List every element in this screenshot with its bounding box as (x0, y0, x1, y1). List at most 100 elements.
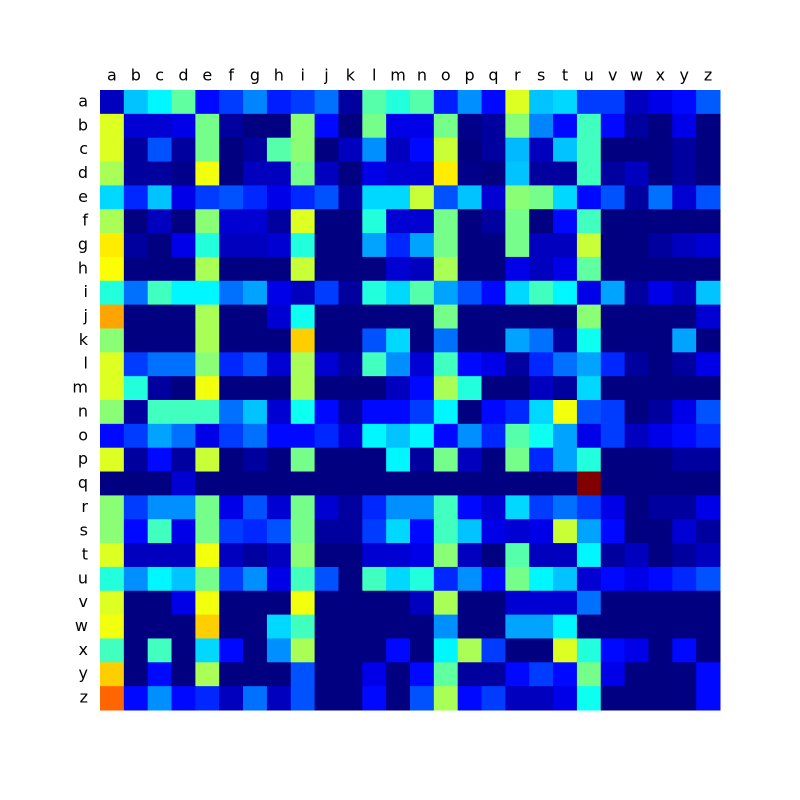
heatmap-cell (338, 423, 363, 449)
heatmap-cell (290, 90, 316, 115)
heatmap-cell (243, 137, 268, 163)
heatmap-cell (433, 686, 459, 711)
heatmap-cell (195, 495, 220, 520)
y-tick-label: j (83, 306, 88, 325)
x-tick-label: a (107, 66, 117, 85)
y-tick-label: f (82, 211, 88, 230)
heatmap-cell (624, 590, 649, 616)
heatmap-cell (433, 256, 459, 282)
heatmap-cell (696, 352, 721, 377)
heatmap-cell (338, 328, 363, 353)
heatmap-cell (314, 376, 339, 401)
heatmap-cell (171, 543, 196, 568)
heatmap-cell (243, 519, 268, 544)
heatmap-cell (672, 113, 697, 139)
heatmap-cell (171, 233, 196, 258)
heatmap-cell (600, 233, 626, 258)
heatmap-cell (481, 256, 506, 282)
heatmap-cell (410, 400, 435, 425)
heatmap-cell (481, 280, 506, 306)
heatmap-cell (576, 328, 602, 353)
heatmap-cell (410, 519, 435, 544)
heatmap-cell (362, 209, 387, 234)
heatmap-cell (100, 280, 125, 306)
heatmap-cell (600, 400, 626, 425)
heatmap-cell (100, 352, 125, 377)
x-tick-label: y (679, 66, 688, 85)
heatmap-cell (266, 662, 292, 687)
heatmap-cell (672, 423, 697, 449)
heatmap-cell (171, 352, 196, 377)
heatmap-cell (481, 495, 506, 520)
heatmap-cell (266, 113, 292, 139)
heatmap-cell (696, 90, 721, 115)
heatmap-cell (386, 566, 411, 592)
heatmap-cell (624, 686, 649, 711)
heatmap-cell (314, 566, 339, 592)
heatmap-cell (195, 376, 220, 401)
heatmap-cell (243, 280, 268, 306)
heatmap-cell (672, 662, 697, 687)
heatmap-cell (123, 543, 149, 568)
heatmap-cell (171, 185, 196, 210)
heatmap-cell (553, 280, 578, 306)
heatmap-cell (338, 638, 363, 663)
heatmap-cell (171, 423, 196, 449)
y-tick-label: i (84, 282, 88, 301)
heatmap-cell (648, 185, 673, 210)
heatmap-cell (648, 137, 673, 163)
heatmap-cell (100, 400, 125, 425)
heatmap-cell (600, 90, 626, 115)
heatmap-cell (243, 161, 268, 186)
heatmap-cell (457, 400, 483, 425)
heatmap-cell (433, 566, 459, 592)
heatmap-cell (362, 638, 387, 663)
heatmap-cell (362, 161, 387, 186)
heatmap-cell (624, 543, 649, 568)
heatmap-cell (338, 566, 363, 592)
x-tick-label: w (630, 66, 643, 85)
heatmap-cell (147, 638, 173, 663)
heatmap-cell (219, 256, 244, 282)
heatmap-cell (290, 638, 316, 663)
heatmap-cell (696, 471, 721, 496)
heatmap-cell (290, 137, 316, 163)
heatmap-cell (553, 686, 578, 711)
heatmap-cell (338, 614, 363, 639)
heatmap-cell (624, 400, 649, 425)
heatmap-cell (195, 447, 220, 473)
heatmap-cell (171, 113, 196, 139)
heatmap-cell (338, 447, 363, 473)
heatmap-cell (529, 447, 554, 473)
heatmap-cell (433, 352, 459, 377)
heatmap-cell (457, 137, 483, 163)
heatmap-cell (147, 233, 173, 258)
heatmap-cell (553, 590, 578, 616)
heatmap-cell (481, 90, 506, 115)
heatmap-cell (481, 662, 506, 687)
heatmap-cell (123, 233, 149, 258)
heatmap-cell (338, 686, 363, 711)
heatmap-cell (266, 400, 292, 425)
heatmap-cell (624, 352, 649, 377)
heatmap-cell (100, 161, 125, 186)
heatmap-cell (123, 376, 149, 401)
y-tick-label: y (79, 664, 88, 683)
heatmap-cell (266, 137, 292, 163)
heatmap-cell (123, 161, 149, 186)
heatmap-cell (505, 161, 530, 186)
heatmap-cell (600, 304, 626, 329)
heatmap-cell (147, 423, 173, 449)
heatmap-cell (481, 352, 506, 377)
heatmap-cell (481, 566, 506, 592)
heatmap-cell (147, 376, 173, 401)
heatmap-cell (576, 233, 602, 258)
heatmap-cell (100, 113, 125, 139)
heatmap-cell (648, 376, 673, 401)
heatmap-cell (672, 209, 697, 234)
heatmap-cell (529, 137, 554, 163)
heatmap-cell (505, 471, 530, 496)
heatmap-cell (648, 543, 673, 568)
heatmap-cell (410, 590, 435, 616)
heatmap-cell (362, 304, 387, 329)
